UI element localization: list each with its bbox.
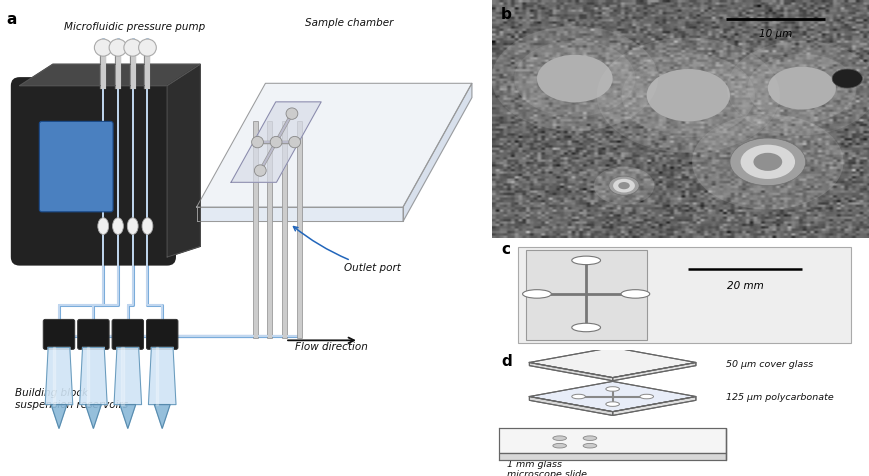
Ellipse shape (127, 218, 138, 235)
Circle shape (552, 436, 566, 440)
Circle shape (767, 67, 835, 109)
Polygon shape (196, 83, 471, 207)
Polygon shape (612, 363, 695, 381)
Text: a: a (6, 12, 17, 27)
Polygon shape (80, 347, 107, 405)
Text: 1 mm glass
microscope slide: 1 mm glass microscope slide (506, 460, 586, 476)
Polygon shape (154, 405, 169, 428)
Circle shape (605, 402, 619, 407)
FancyBboxPatch shape (517, 247, 850, 343)
Circle shape (251, 137, 263, 148)
Polygon shape (528, 363, 612, 381)
Polygon shape (499, 428, 726, 453)
Polygon shape (231, 102, 321, 182)
Circle shape (571, 394, 585, 399)
Text: d: d (501, 354, 511, 368)
Polygon shape (45, 347, 73, 405)
Polygon shape (87, 347, 90, 405)
Circle shape (692, 114, 843, 209)
Polygon shape (528, 381, 695, 412)
Text: Building block
suspension reservoirs: Building block suspension reservoirs (15, 388, 128, 409)
Ellipse shape (97, 218, 109, 235)
Text: 20 mm: 20 mm (726, 280, 763, 290)
Circle shape (640, 394, 653, 399)
Circle shape (831, 69, 861, 88)
Polygon shape (114, 347, 142, 405)
Circle shape (522, 290, 551, 298)
Text: 125 μm polycarbonate: 125 μm polycarbonate (726, 393, 833, 402)
Circle shape (94, 39, 112, 56)
Polygon shape (51, 405, 67, 428)
Circle shape (571, 323, 600, 332)
Polygon shape (122, 347, 123, 405)
FancyBboxPatch shape (146, 319, 178, 349)
Circle shape (746, 54, 855, 122)
Text: Outlet port: Outlet port (293, 227, 401, 273)
Polygon shape (156, 347, 158, 405)
Circle shape (552, 444, 566, 448)
Circle shape (608, 176, 639, 195)
FancyBboxPatch shape (10, 77, 176, 266)
Polygon shape (85, 405, 101, 428)
Polygon shape (499, 453, 726, 460)
Circle shape (582, 436, 596, 440)
Circle shape (726, 41, 869, 135)
Circle shape (753, 153, 781, 171)
Circle shape (582, 444, 596, 448)
Circle shape (270, 137, 282, 148)
Circle shape (123, 39, 142, 56)
Polygon shape (402, 83, 471, 221)
Circle shape (109, 39, 127, 56)
Text: 50 μm cover glass: 50 μm cover glass (726, 360, 813, 369)
Text: 10 μm: 10 μm (758, 29, 791, 39)
Circle shape (646, 69, 729, 121)
Circle shape (596, 38, 779, 153)
Polygon shape (120, 405, 136, 428)
Circle shape (613, 179, 634, 192)
Text: Flow direction: Flow direction (295, 342, 368, 352)
FancyBboxPatch shape (43, 319, 75, 349)
Text: b: b (501, 7, 511, 22)
Circle shape (491, 26, 657, 131)
Circle shape (593, 167, 653, 205)
Circle shape (621, 53, 754, 137)
Circle shape (286, 108, 297, 119)
Polygon shape (528, 397, 612, 416)
Circle shape (571, 256, 600, 265)
Circle shape (138, 39, 156, 56)
Polygon shape (149, 347, 176, 405)
Circle shape (729, 138, 805, 186)
Polygon shape (52, 347, 55, 405)
FancyBboxPatch shape (525, 250, 646, 340)
Ellipse shape (142, 218, 153, 235)
FancyBboxPatch shape (39, 121, 113, 212)
Circle shape (536, 55, 612, 102)
Polygon shape (528, 347, 695, 377)
Polygon shape (612, 397, 695, 416)
Circle shape (514, 40, 634, 117)
Circle shape (618, 182, 629, 189)
Circle shape (620, 290, 649, 298)
Text: Microfluidic pressure pump: Microfluidic pressure pump (63, 22, 205, 32)
FancyBboxPatch shape (77, 319, 109, 349)
Text: c: c (501, 242, 509, 258)
Polygon shape (167, 64, 200, 257)
Text: Sample chamber: Sample chamber (304, 18, 393, 28)
Polygon shape (20, 64, 200, 86)
Circle shape (605, 387, 619, 391)
FancyBboxPatch shape (112, 319, 143, 349)
Polygon shape (196, 207, 402, 221)
Ellipse shape (112, 218, 123, 235)
Circle shape (254, 165, 266, 176)
Circle shape (740, 145, 794, 179)
Circle shape (289, 137, 300, 148)
